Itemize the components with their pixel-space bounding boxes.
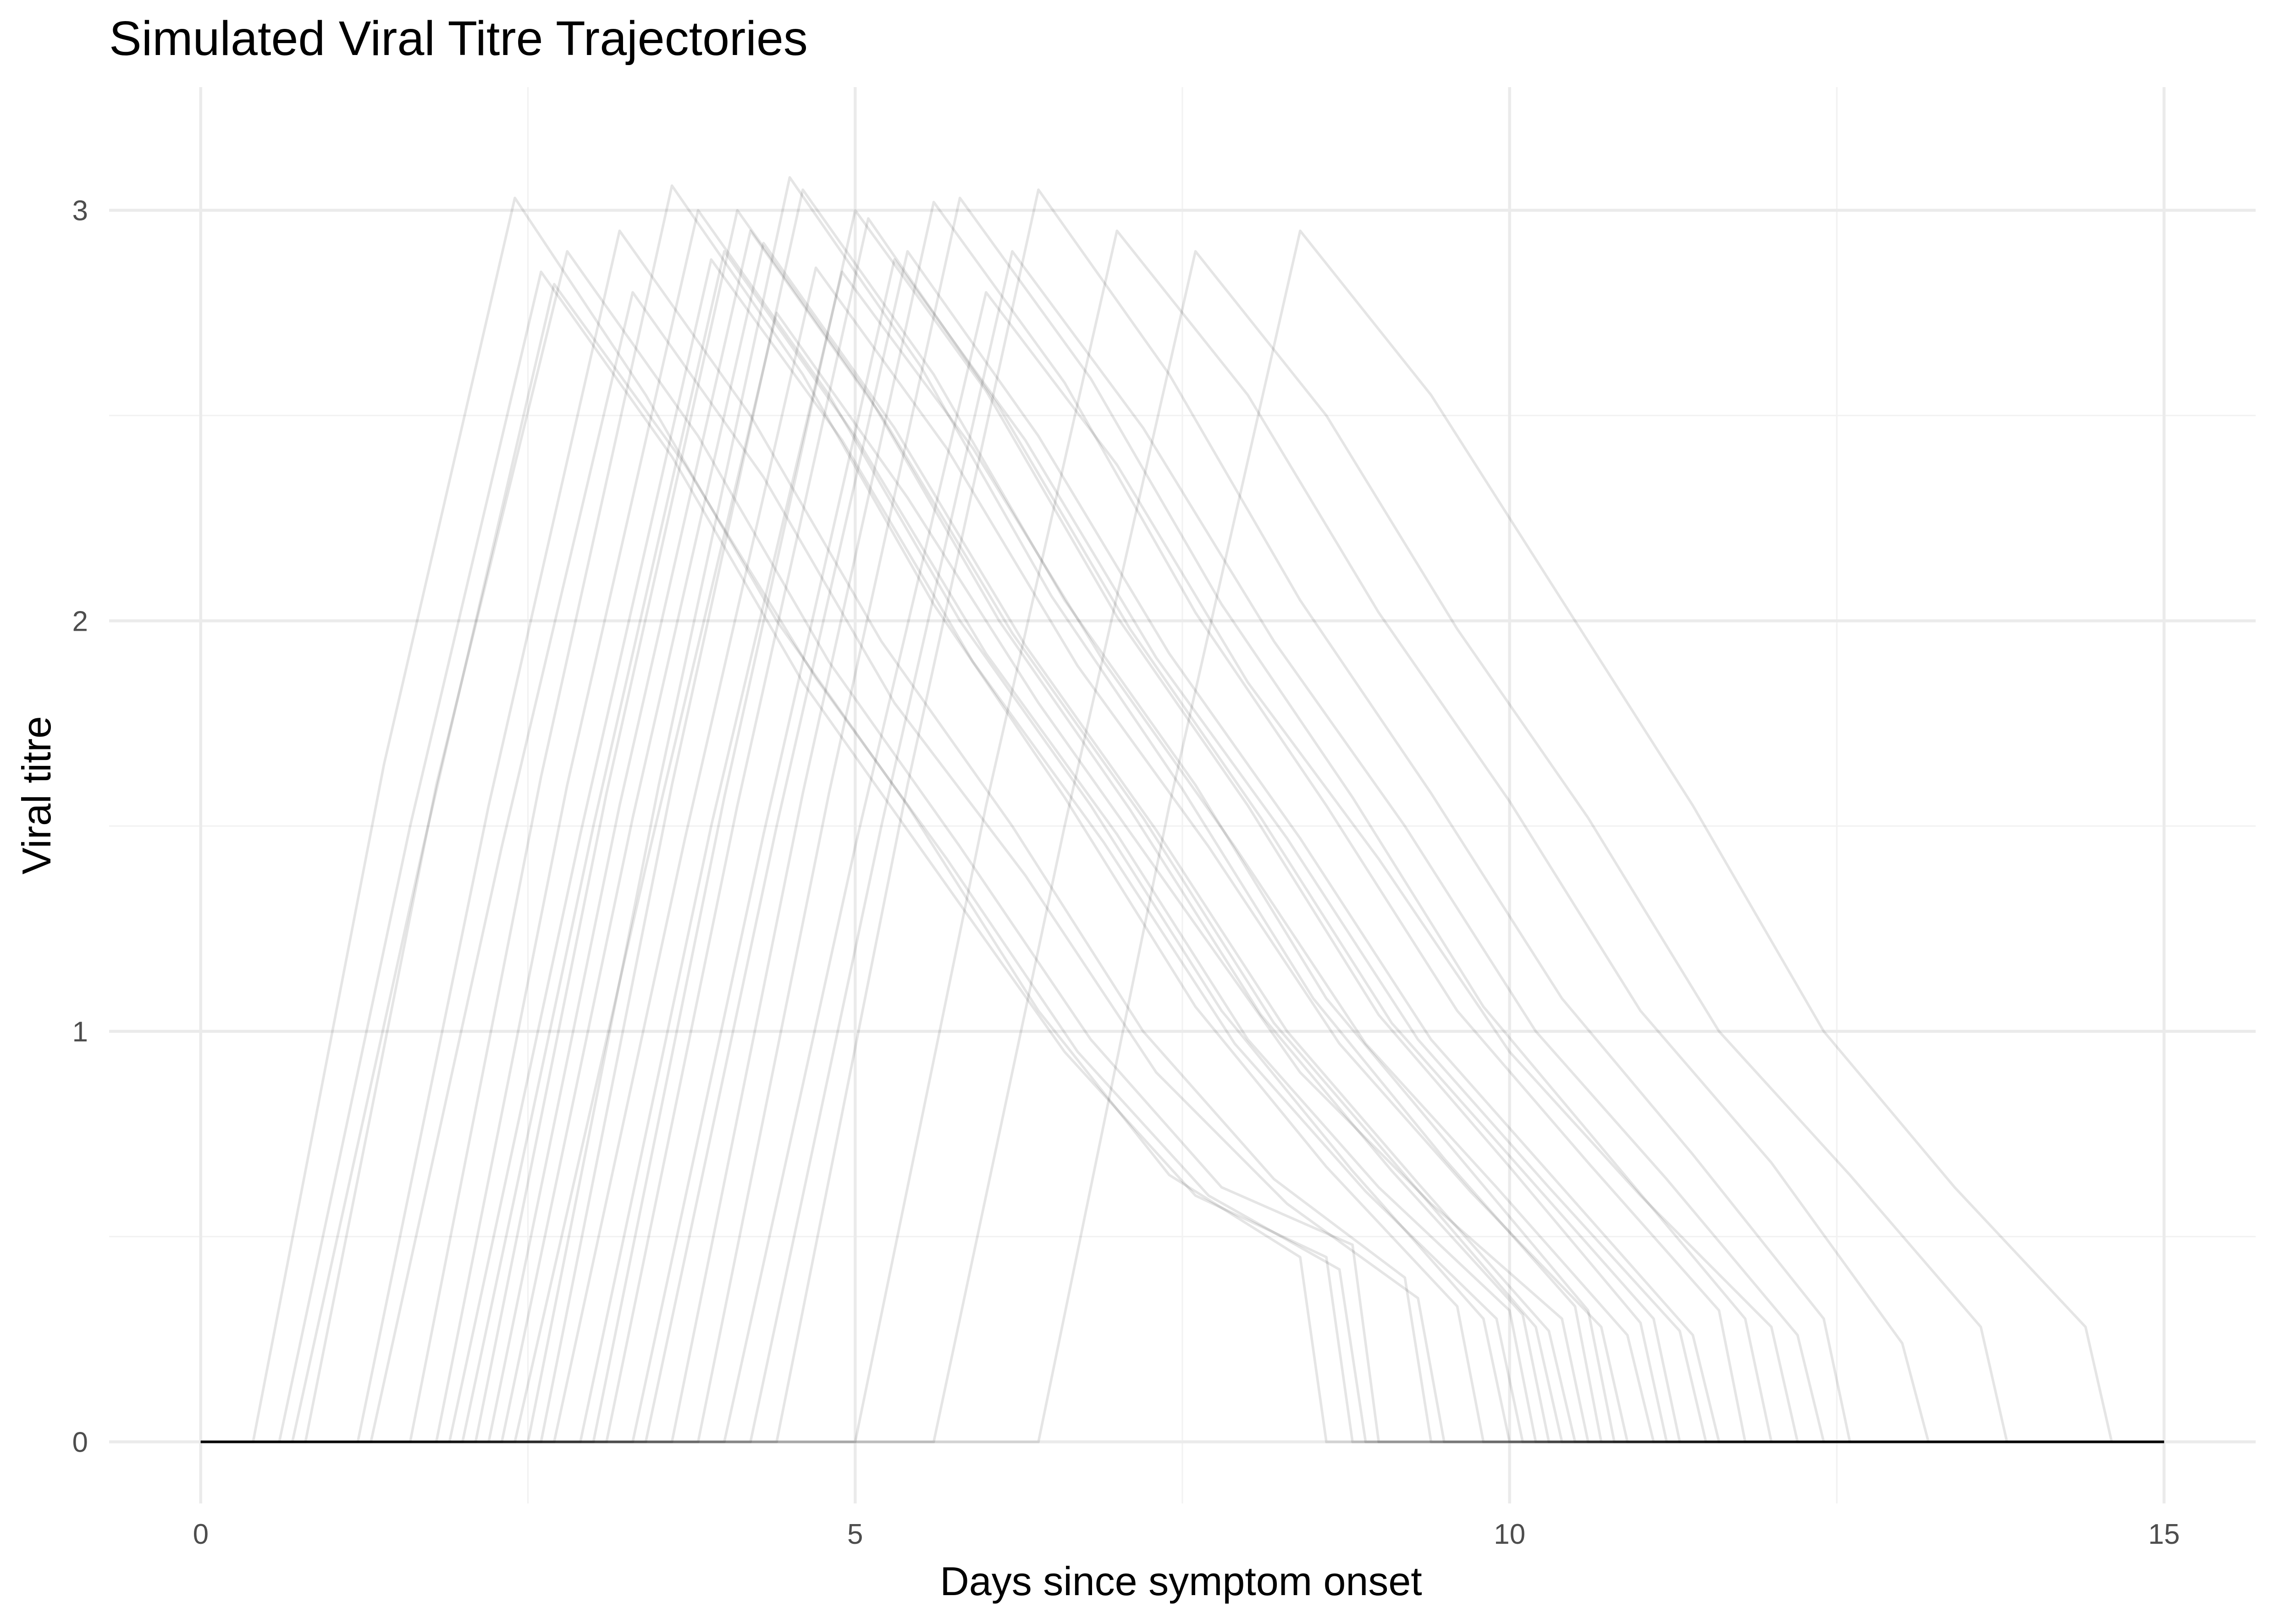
trajectory-line-6 xyxy=(200,209,2164,1443)
trajectory-line-22 xyxy=(200,258,2164,1443)
trajectory-line-5 xyxy=(200,291,2164,1443)
trajectory-line-11 xyxy=(200,270,2164,1443)
trajectory-line-17 xyxy=(200,229,2164,1443)
x-axis-title: Days since symptom onset xyxy=(940,1558,1422,1604)
trajectory-line-27 xyxy=(200,209,2164,1443)
trajectory-line-10 xyxy=(200,188,2164,1443)
y-axis-title: Viral titre xyxy=(14,716,59,875)
trajectory-line-8 xyxy=(200,229,2164,1443)
trajectory-line-18 xyxy=(200,250,2164,1443)
y-tick-label: 2 xyxy=(72,606,88,637)
trajectory-line-15 xyxy=(200,291,2164,1443)
x-tick-label: 10 xyxy=(1494,1519,1525,1550)
y-tick-label: 0 xyxy=(72,1427,88,1459)
trajectory-line-21 xyxy=(200,184,2164,1443)
grid xyxy=(109,87,2256,1503)
y-tick-label: 1 xyxy=(72,1016,88,1048)
trajectory-line-16 xyxy=(200,188,2164,1443)
trajectory-line-7 xyxy=(200,250,2164,1443)
tick-labels: 0 5 10 15 0 1 2 3 xyxy=(72,195,2180,1550)
y-tick-label: 3 xyxy=(72,195,88,227)
x-tick-label: 0 xyxy=(193,1519,209,1550)
x-tick-label: 15 xyxy=(2148,1519,2180,1550)
trajectory-line-20 xyxy=(200,283,2164,1443)
trajectory-line-9 xyxy=(200,311,2164,1443)
trajectory-line-1 xyxy=(200,196,2164,1443)
trajectory-line-28 xyxy=(200,258,2164,1443)
trajectory-lines xyxy=(200,176,2164,1443)
trajectory-line-3 xyxy=(200,250,2164,1443)
trajectory-line-12 xyxy=(200,217,2164,1443)
trajectory-line-19 xyxy=(200,229,2164,1443)
trajectory-line-24 xyxy=(200,242,2164,1443)
trajectory-line-26 xyxy=(200,266,2164,1443)
trajectory-line-4 xyxy=(200,229,2164,1443)
trajectory-line-25 xyxy=(200,176,2164,1443)
trajectory-line-13 xyxy=(200,250,2164,1443)
trajectory-line-14 xyxy=(200,200,2164,1443)
chart-title: Simulated Viral Titre Trajectories xyxy=(109,11,808,66)
trajectory-line-29 xyxy=(200,196,2164,1443)
trajectory-line-2 xyxy=(200,270,2164,1443)
x-tick-label: 5 xyxy=(847,1519,863,1550)
trajectory-line-30 xyxy=(200,250,2164,1443)
trajectory-line-23 xyxy=(200,209,2164,1443)
